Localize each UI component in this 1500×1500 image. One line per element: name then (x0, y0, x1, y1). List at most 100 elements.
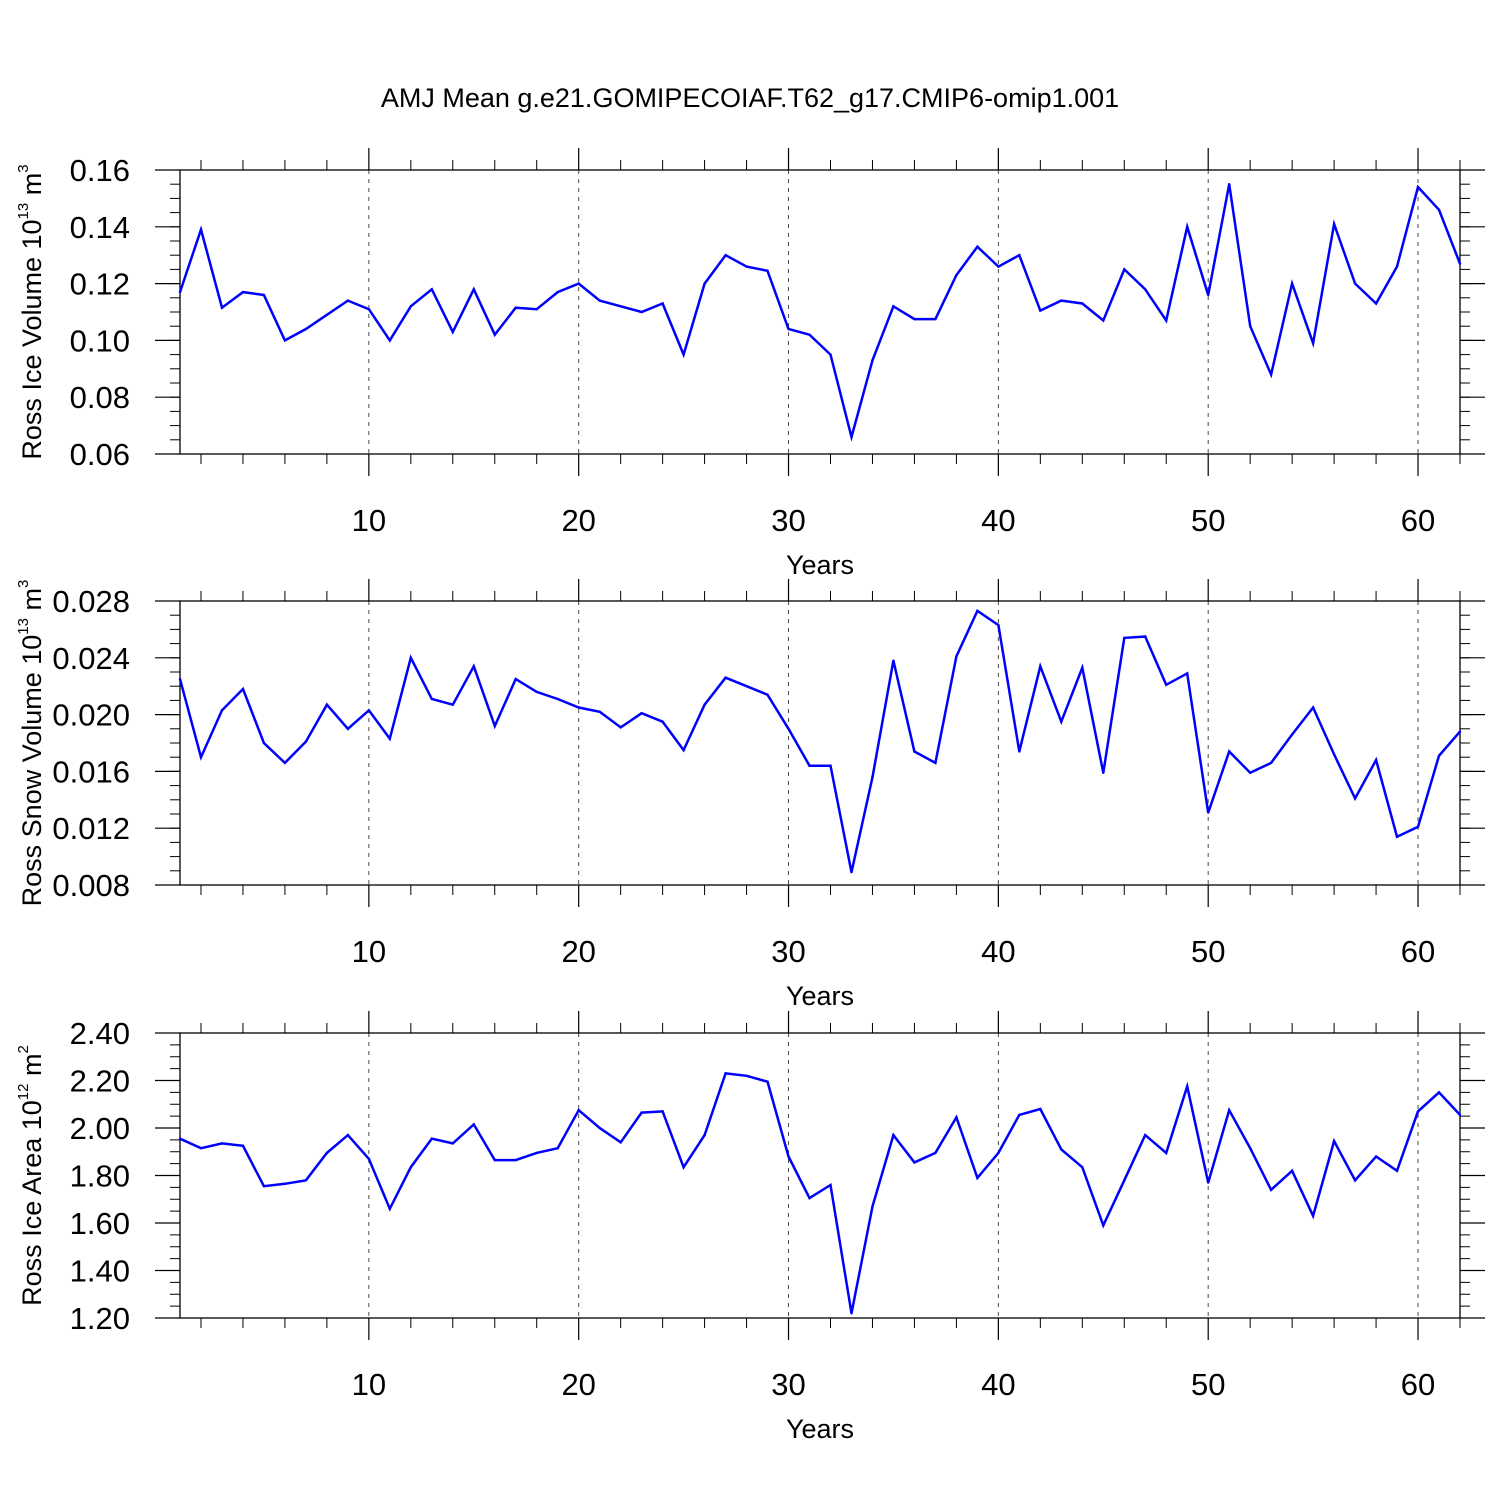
data-point (703, 282, 706, 285)
data-point (1437, 754, 1441, 757)
data-point (1227, 183, 1231, 186)
y-tick-label: 0.08 (70, 380, 130, 415)
data-point (535, 690, 538, 694)
data-point (703, 1133, 706, 1137)
data-point (1395, 1169, 1399, 1172)
data-point (1186, 672, 1189, 675)
data-point (745, 685, 748, 688)
series-line (179, 1072, 1461, 1314)
x-tick-label: 50 (1191, 1367, 1225, 1402)
x-tick-label: 10 (352, 1367, 386, 1402)
data-point (1311, 342, 1315, 345)
data-point (304, 740, 308, 743)
x-tick-label: 20 (561, 503, 595, 538)
data-point (976, 245, 979, 248)
data-point (1311, 1214, 1315, 1218)
data-point (1060, 720, 1063, 723)
series-line (178, 609, 1461, 873)
data-point (1102, 1224, 1105, 1227)
data-point (346, 299, 350, 302)
data-point (1039, 1107, 1042, 1111)
data-point (1227, 750, 1231, 753)
data-point (346, 727, 350, 730)
data-point (241, 1144, 245, 1148)
y-tick-label: 2.00 (70, 1111, 130, 1146)
data-point (577, 706, 580, 709)
data-point (1458, 730, 1462, 733)
data-point (1081, 1165, 1084, 1169)
data-point (1395, 835, 1399, 838)
data-point (1144, 288, 1147, 291)
data-point (976, 609, 979, 613)
data-point (997, 265, 1000, 268)
plot-frame (179, 1032, 1461, 1319)
data-point (997, 623, 1000, 627)
y-tick-label: 0.028 (52, 584, 130, 619)
data-point (262, 1184, 266, 1188)
data-point (1374, 758, 1378, 762)
plot-frame (179, 600, 1461, 886)
data-point (934, 317, 937, 321)
data-point (493, 333, 496, 336)
data-point (1018, 1113, 1021, 1117)
y-tick-label: 2.40 (70, 1016, 130, 1051)
data-point (1060, 1148, 1063, 1151)
data-point (1290, 1169, 1294, 1172)
data-point (1311, 706, 1315, 709)
data-point (640, 1111, 643, 1114)
data-point (724, 676, 727, 679)
data-point (430, 697, 434, 701)
data-point (1186, 225, 1189, 228)
data-point (766, 269, 769, 273)
data-point (955, 273, 958, 277)
y-tick-label: 2.20 (70, 1064, 130, 1099)
data-point (262, 293, 266, 297)
data-point (1416, 185, 1420, 189)
data-point (1039, 309, 1042, 312)
data-point (1374, 1155, 1378, 1158)
data-point (1332, 222, 1336, 226)
data-point (1060, 299, 1063, 302)
data-point (934, 1151, 937, 1155)
data-point (451, 1142, 454, 1145)
data-point (640, 711, 643, 715)
panel-3: 10 20 30 40 50 60 1.20 1.40 1.60 1.80 2.00 2.20 2.40… (15, 1011, 1485, 1444)
data-point (1123, 636, 1126, 640)
data-point (472, 288, 475, 291)
data-point (724, 1072, 727, 1075)
data-point (199, 228, 203, 231)
data-point (850, 1312, 853, 1315)
data-point (1248, 771, 1252, 775)
data-point (1165, 683, 1168, 686)
data-point (1437, 208, 1441, 211)
data-point (556, 290, 559, 294)
data-point (1437, 1091, 1441, 1094)
data-point (367, 307, 371, 311)
y-tick-label: 1.60 (70, 1206, 130, 1241)
data-point (619, 1141, 622, 1144)
y-tick-label: 1.40 (70, 1254, 130, 1289)
data-point (934, 761, 937, 765)
y-tick-label: 0.12 (70, 267, 130, 302)
data-point (241, 687, 245, 691)
y-tick-label: 0.012 (52, 811, 130, 846)
data-point (787, 1155, 790, 1158)
x-tick-label: 30 (771, 934, 805, 969)
data-point (1227, 1108, 1231, 1112)
data-point (871, 775, 874, 779)
data-point (913, 317, 916, 321)
data-point (304, 327, 308, 331)
data-point (850, 871, 853, 874)
data-point (829, 1183, 832, 1187)
data-point (1332, 753, 1336, 756)
y-tick-label: 1.20 (70, 1301, 130, 1336)
x-tick-label: 40 (981, 503, 1015, 538)
data-point (220, 306, 224, 309)
data-point (1102, 771, 1105, 775)
data-point (955, 1116, 958, 1119)
x-tick-label: 30 (771, 1367, 805, 1402)
data-point (829, 353, 832, 356)
data-point (682, 748, 685, 752)
data-point (1458, 262, 1462, 265)
data-point (178, 677, 182, 681)
